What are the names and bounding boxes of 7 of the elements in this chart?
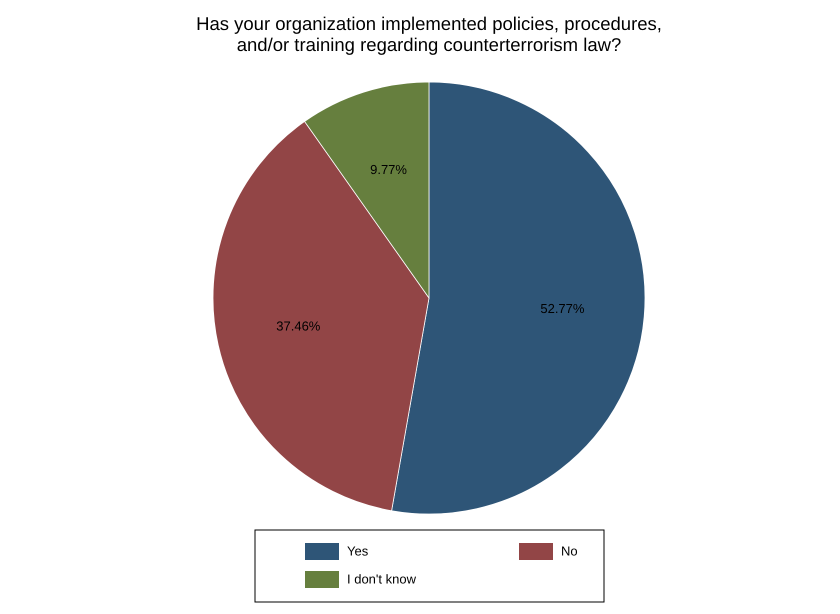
data-label: 37.46%: [276, 318, 321, 334]
data-label: 9.77%: [370, 162, 408, 177]
legend-label: No: [561, 543, 578, 558]
data-label: 52.77%: [540, 301, 585, 316]
legend-label: Yes: [347, 543, 369, 558]
legend-label: I don't know: [347, 571, 417, 586]
chart-title: Has your organization implemented policies, procedures, and/or training regarding counterterrorism law?: [196, 13, 662, 55]
